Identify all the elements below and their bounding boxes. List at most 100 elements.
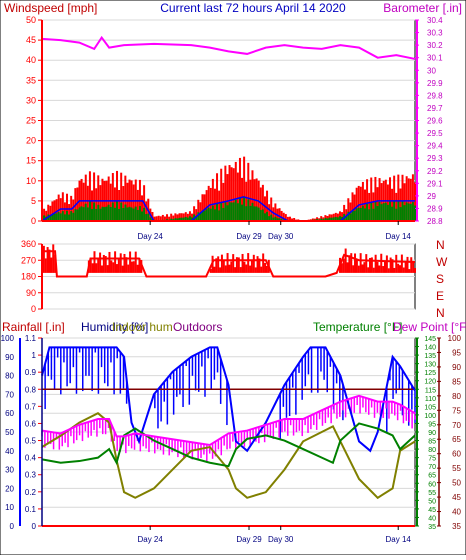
legend-humidity: Humidity [%] <box>81 320 148 334</box>
rain-tick-label: 0.8 <box>25 385 37 394</box>
dew-tick-label: 75 <box>452 406 461 415</box>
temp-tick-label: 140 <box>424 345 436 352</box>
dir-label-e: E <box>436 289 444 303</box>
wind-x-tick-label: Day 14 <box>386 232 412 241</box>
wind-average-line <box>41 196 415 222</box>
dir-label-n-bottom: N <box>436 306 445 320</box>
dew-tick-label: 90 <box>452 363 461 372</box>
temp-tick-label: 35 <box>428 524 436 531</box>
baro-tick-label: 29.9 <box>427 79 443 88</box>
dir-label-w: W <box>436 255 448 269</box>
temp-tick-label: 105 <box>424 404 436 411</box>
env-x-tick-label: Day 29 <box>236 535 262 544</box>
humidity-tick-label: 80 <box>5 372 14 381</box>
temp-tick-label: 80 <box>428 447 436 454</box>
dew-tick-label: 40 <box>452 508 461 517</box>
humidity-tick-label: 50 <box>5 428 14 437</box>
wind-tick-label: 10 <box>26 176 36 186</box>
legend-indoor-hum: Indoor hum <box>112 320 173 334</box>
dewpoint-line <box>41 394 416 447</box>
wind-x-tick-label: Day 29 <box>236 232 262 241</box>
humidity-tick-label: 70 <box>5 390 14 399</box>
wind-x-tick-label: Day 24 <box>137 232 163 241</box>
dir-tick-label: 90 <box>26 288 36 298</box>
dew-tick-label: 95 <box>452 348 461 357</box>
dir-label-n-top: N <box>436 238 445 252</box>
temperature-line <box>41 422 416 468</box>
wind-title: Windspeed [mph] <box>4 1 97 15</box>
wind-tick-label: 5 <box>31 196 36 206</box>
dew-tick-label: 80 <box>452 392 461 401</box>
legend-rainfall: Rainfall [.in] <box>2 320 65 334</box>
humidity-tick-label: 40 <box>5 447 14 456</box>
baro-tick-label: 28.8 <box>427 217 443 226</box>
humidity-tick-label: 20 <box>5 484 14 493</box>
dir-tick-label: 180 <box>21 272 36 282</box>
rain-tick-label: 0.6 <box>25 419 37 428</box>
temp-tick-label: 90 <box>428 430 436 437</box>
temp-tick-label: 55 <box>428 490 436 497</box>
humidity-tick-label: 60 <box>5 409 14 418</box>
baro-tick-label: 30.2 <box>427 41 443 50</box>
dew-tick-label: 50 <box>452 479 461 488</box>
baro-tick-label: 29.6 <box>427 117 443 126</box>
baro-tick-label: 29.1 <box>427 179 443 188</box>
baro-tick-label: 29.4 <box>427 142 443 151</box>
rain-tick-label: 0 <box>32 522 37 531</box>
dew-tick-label: 70 <box>452 421 461 430</box>
wind-tick-label: 30 <box>26 95 36 105</box>
dir-tick-label: 270 <box>21 255 36 265</box>
env-x-tick-label: Day 24 <box>137 535 163 544</box>
legend-outdoors: Outdoors <box>173 320 222 334</box>
wind-tick-label: 40 <box>26 55 36 65</box>
series-layer <box>41 35 416 527</box>
temp-tick-label: 40 <box>428 515 436 522</box>
baro-tick-label: 29.3 <box>427 154 443 163</box>
env-x-tick-label: Day 14 <box>386 535 412 544</box>
baro-tick-label: 30 <box>427 66 436 75</box>
baro-tick-label: 28.9 <box>427 204 443 213</box>
baro-tick-label: 29.8 <box>427 91 443 100</box>
dew-tick-label: 65 <box>452 435 461 444</box>
temp-tick-label: 65 <box>428 473 436 480</box>
baro-tick-label: 29 <box>427 192 436 201</box>
rain-tick-label: 0.2 <box>25 488 37 497</box>
humidity-tick-label: 100 <box>1 334 15 343</box>
axes-layer: 0510152025303540455028.828.92929.129.229… <box>1 15 462 544</box>
wind-tick-label: 20 <box>26 136 36 146</box>
temp-tick-label: 125 <box>424 370 436 377</box>
temp-tick-label: 130 <box>424 362 436 369</box>
temp-tick-label: 145 <box>424 336 436 343</box>
temp-tick-label: 110 <box>425 396 436 403</box>
rain-tick-label: 1 <box>32 351 37 360</box>
baro-tick-label: 29.2 <box>427 167 443 176</box>
temp-tick-label: 45 <box>428 507 436 514</box>
wind-tick-label: 50 <box>26 15 36 25</box>
humidity-tick-label: 30 <box>5 466 14 475</box>
wind-tick-label: 35 <box>26 75 36 85</box>
temp-tick-label: 100 <box>424 413 436 420</box>
rain-tick-label: 1.1 <box>25 334 37 343</box>
wind-x-tick-label: Day 30 <box>268 232 294 241</box>
humidity-tick-label: 90 <box>5 353 14 362</box>
baro-title: Barometer [.in] <box>383 1 462 15</box>
baro-tick-label: 30.3 <box>427 29 443 38</box>
wind-tick-label: 45 <box>26 35 36 45</box>
wind-tick-label: 15 <box>26 156 36 166</box>
temp-tick-label: 60 <box>428 481 436 488</box>
center-title: Current last 72 hours April 14 2020 <box>160 1 346 15</box>
humidity-tick-label: 0 <box>10 522 15 531</box>
rain-tick-label: 0.5 <box>25 437 37 446</box>
dew-tick-label: 85 <box>452 377 461 386</box>
humidity-line <box>41 346 416 453</box>
dew-tick-label: 35 <box>452 522 461 531</box>
temp-tick-label: 70 <box>428 464 436 471</box>
direction-line <box>42 250 416 278</box>
wind-tick-label: 0 <box>31 216 36 226</box>
temp-tick-label: 75 <box>428 456 436 463</box>
wind-tick-label: 25 <box>26 116 36 126</box>
baro-tick-label: 30.4 <box>427 16 443 25</box>
dir-tick-label: 0 <box>31 304 36 314</box>
baro-tick-label: 29.7 <box>427 104 443 113</box>
